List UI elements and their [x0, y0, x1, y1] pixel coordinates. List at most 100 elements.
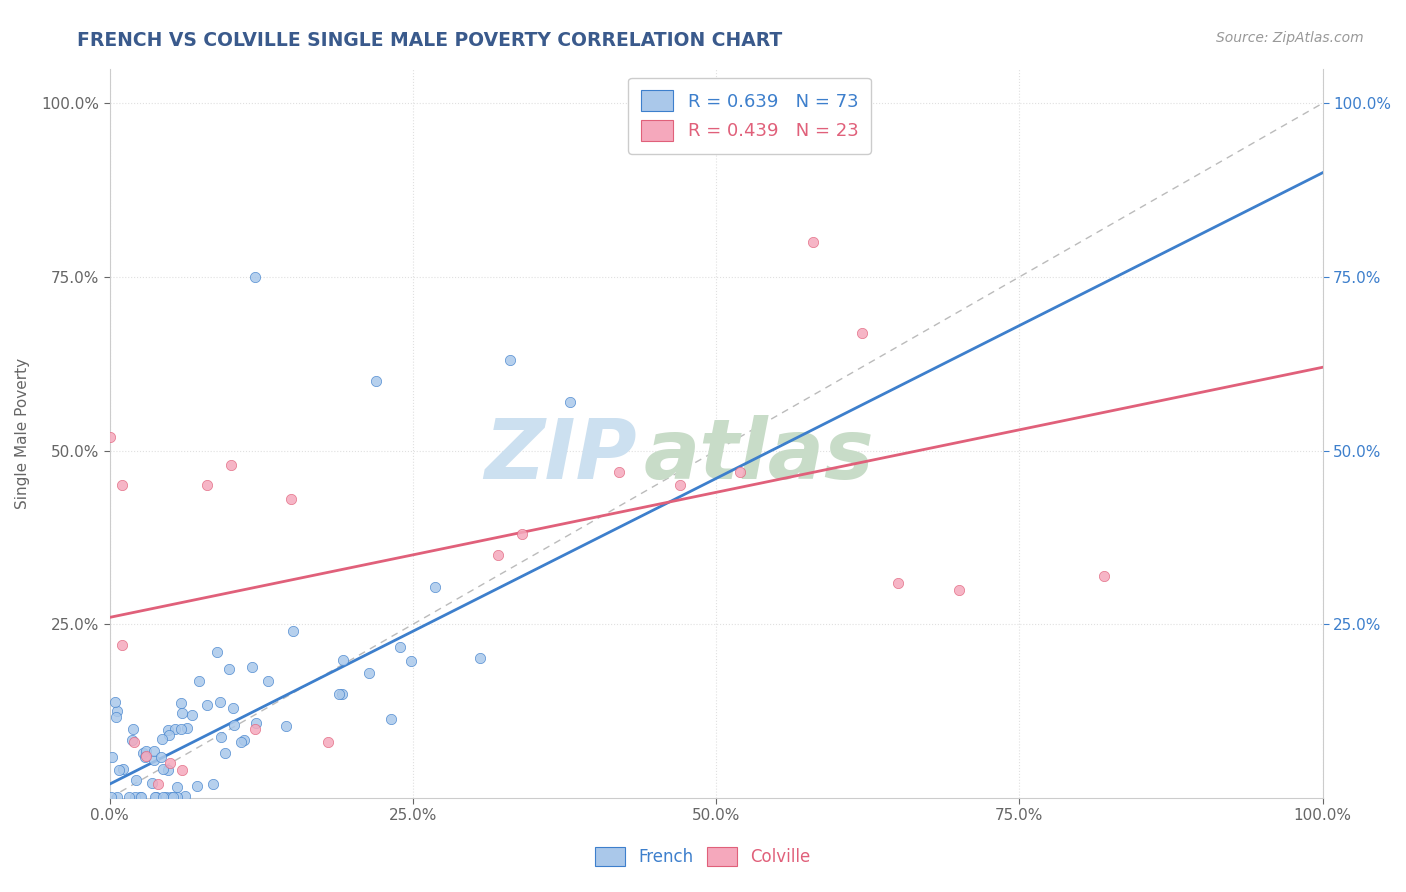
Point [131, 747, 153, 761]
Point [948, 582, 970, 597]
Point [316, 735, 339, 749]
Point [730, 465, 752, 479]
Point [143, 790, 166, 805]
Point [256, 674, 278, 689]
Point [510, 527, 533, 541]
Point [233, 732, 256, 747]
Point [122, 735, 145, 749]
Point [105, 710, 128, 724]
Point [195, 698, 218, 712]
Point [607, 465, 630, 479]
Point [181, 708, 204, 723]
Point [243, 722, 266, 736]
Point [118, 790, 141, 805]
Point [121, 723, 143, 737]
Point [245, 716, 267, 731]
Point [332, 653, 354, 667]
Text: ZIP: ZIP [485, 415, 637, 496]
Point [380, 712, 402, 726]
Point [145, 790, 167, 805]
Point [359, 666, 381, 681]
Point [274, 719, 297, 733]
Point [499, 353, 522, 368]
Point [229, 735, 252, 749]
Text: Source: ZipAtlas.com: Source: ZipAtlas.com [1216, 31, 1364, 45]
Point [135, 743, 157, 757]
Point [156, 723, 179, 738]
Text: FRENCH VS COLVILLE SINGLE MALE POVERTY CORRELATION CHART: FRENCH VS COLVILLE SINGLE MALE POVERTY C… [77, 31, 783, 50]
Point [157, 763, 180, 777]
Point [243, 269, 266, 284]
Point [104, 695, 127, 709]
Point [218, 662, 240, 676]
Point [112, 762, 135, 776]
Point [146, 777, 169, 791]
Point [163, 722, 186, 736]
Y-axis label: Single Male Poverty: Single Male Poverty [15, 358, 30, 508]
Point [157, 728, 180, 742]
Point [186, 779, 208, 793]
Point [128, 790, 150, 805]
Point [101, 749, 124, 764]
Point [423, 580, 446, 594]
Point [162, 790, 184, 805]
Point [208, 695, 231, 709]
Point [98, 430, 121, 444]
Point [105, 704, 128, 718]
Point [121, 733, 143, 747]
Point [170, 706, 193, 720]
Point [129, 790, 152, 805]
Point [281, 624, 304, 639]
Point [159, 756, 181, 771]
Point [214, 747, 236, 761]
Point [202, 777, 225, 791]
Legend: R = 0.639   N = 73, R = 0.439   N = 23: R = 0.639 N = 73, R = 0.439 N = 23 [628, 78, 870, 153]
Point [170, 696, 193, 710]
Point [105, 790, 128, 805]
Point [124, 773, 146, 788]
Point [166, 790, 188, 805]
Point [166, 780, 188, 794]
Point [330, 687, 353, 701]
Point [134, 749, 156, 764]
Point [1092, 568, 1115, 582]
Point [172, 764, 194, 778]
Point [159, 790, 181, 805]
Point [108, 764, 131, 778]
Point [851, 326, 873, 340]
Point [152, 790, 174, 805]
Point [176, 721, 198, 735]
Point [486, 548, 509, 562]
Point [187, 673, 209, 688]
Point [801, 235, 824, 250]
Text: atlas: atlas [644, 415, 875, 496]
Point [141, 776, 163, 790]
Point [560, 395, 582, 409]
Point [328, 687, 350, 701]
Point [150, 731, 173, 746]
Point [205, 645, 228, 659]
Point [389, 640, 412, 655]
Point [150, 750, 173, 764]
Point [152, 762, 174, 776]
Point [668, 478, 690, 492]
Point [173, 789, 195, 803]
Point [111, 638, 134, 652]
Point [195, 478, 218, 492]
Point [111, 478, 134, 492]
Point [135, 749, 157, 764]
Point [222, 701, 245, 715]
Point [124, 790, 146, 805]
Point [468, 651, 491, 665]
Legend: French, Colville: French, Colville [586, 838, 820, 875]
Point [240, 660, 263, 674]
Point [219, 458, 242, 472]
Point [100, 790, 122, 805]
Point [143, 744, 166, 758]
Point [401, 654, 423, 668]
Point [209, 731, 232, 745]
Point [170, 722, 193, 736]
Point [224, 718, 246, 732]
Point [155, 790, 177, 805]
Point [280, 492, 302, 507]
